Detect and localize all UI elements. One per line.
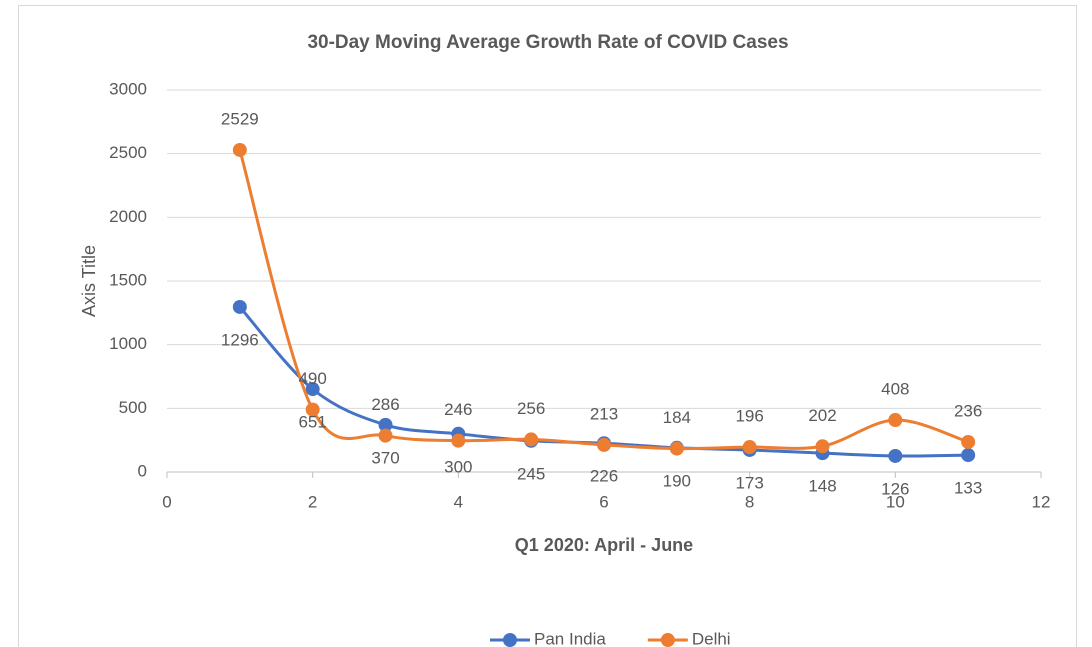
data-point (961, 434, 976, 449)
data-label: 245 (517, 464, 545, 483)
plot (232, 142, 976, 463)
data-point (305, 382, 320, 397)
data-point (888, 413, 903, 428)
x-tick-label: 12 (1032, 492, 1051, 511)
data-point (378, 417, 393, 432)
chart-border (18, 5, 1077, 647)
data-point (742, 440, 757, 455)
data-label: 236 (954, 401, 982, 420)
legend-label: Delhi (692, 629, 731, 647)
y-tick-label: 1000 (109, 334, 147, 353)
data-label: 286 (371, 395, 399, 414)
data-point (232, 299, 247, 314)
data-point (815, 439, 830, 454)
data-point (232, 142, 247, 157)
data-label: 133 (954, 479, 982, 498)
legend-label: Pan India (534, 629, 606, 647)
data-label: 148 (808, 477, 836, 496)
data-label: 226 (590, 467, 618, 486)
x-axis-title: Q1 2020: April - June (515, 535, 693, 555)
y-axis-title: Axis Title (79, 245, 99, 317)
x-tick-label: 4 (454, 492, 463, 511)
y-tick-label: 1500 (109, 270, 147, 289)
data-point (888, 448, 903, 463)
y-tick-label: 0 (138, 461, 147, 480)
data-label: 2529 (221, 109, 259, 128)
data-label: 370 (371, 448, 399, 467)
data-point (305, 402, 320, 417)
data-label: 490 (298, 369, 326, 388)
x-tick-label: 2 (308, 492, 317, 511)
data-label: 1296 (221, 330, 259, 349)
legend-marker (660, 633, 675, 647)
data-label: 651 (298, 413, 326, 432)
data-point (524, 432, 539, 447)
data-label: 126 (881, 479, 909, 498)
data-point (378, 428, 393, 443)
data-point (451, 433, 466, 448)
data-label: 256 (517, 399, 545, 418)
data-point (669, 441, 684, 456)
y-tick-label: 2000 (109, 207, 147, 226)
data-label: 190 (663, 471, 691, 490)
data-label: 213 (590, 404, 618, 423)
labels: 1296 651 370 300 245 226 190 173 148 126 133 2529 49… (221, 109, 982, 498)
x-tick-label: 8 (745, 492, 754, 511)
x-tick-label: 0 (162, 492, 171, 511)
data-label: 173 (735, 473, 763, 492)
data-point (597, 437, 611, 452)
legend: Pan India Delhi (490, 629, 731, 647)
y-tick-label: 500 (119, 398, 147, 417)
y-tick-label: 2500 (109, 143, 147, 162)
data-point (961, 448, 976, 463)
data-label: 202 (808, 406, 836, 425)
y-tick-label: 3000 (109, 79, 147, 98)
data-label: 408 (881, 380, 909, 399)
x-tick-label: 6 (599, 492, 608, 511)
data-label: 196 (735, 407, 763, 426)
legend-marker (503, 633, 517, 647)
data-label: 246 (444, 400, 472, 419)
data-label: 300 (444, 457, 472, 476)
data-label: 184 (663, 408, 691, 427)
x-tick-label: 10 (886, 492, 905, 511)
chart-title: 30-Day Moving Average Growth Rate of COV… (307, 32, 788, 53)
